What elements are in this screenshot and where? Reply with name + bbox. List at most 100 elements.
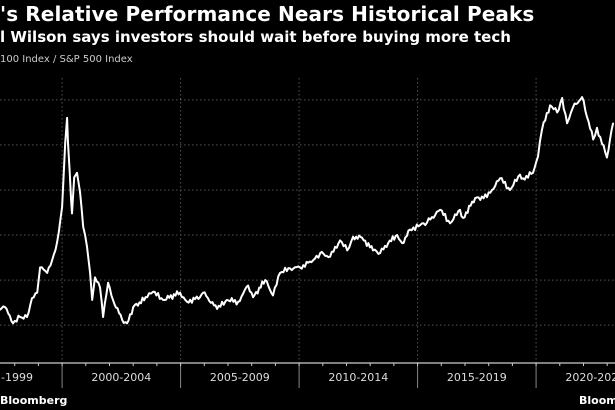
data-point xyxy=(89,272,91,274)
data-point xyxy=(61,206,63,208)
data-point xyxy=(76,172,78,174)
chart-subtitle: l Wilson says investors should wait befo… xyxy=(0,28,511,46)
data-point xyxy=(549,104,551,107)
data-point xyxy=(532,172,534,174)
data-point xyxy=(46,272,48,274)
data-point xyxy=(39,266,41,269)
data-point xyxy=(70,199,72,201)
data-point xyxy=(12,322,14,325)
data-point xyxy=(82,226,84,228)
data-point xyxy=(519,173,521,176)
data-point xyxy=(0,309,1,311)
data-point xyxy=(279,272,281,274)
x-category-labels: -1999 2000-2004 2005-2009 2010-2014 2015-201… xyxy=(1,371,615,384)
data-point xyxy=(606,156,608,159)
data-point xyxy=(67,142,69,144)
data-point xyxy=(499,177,501,180)
data-point xyxy=(94,276,96,279)
data-point xyxy=(401,242,403,244)
x-category-label: 2010-2014 xyxy=(328,371,388,384)
data-point xyxy=(379,252,381,254)
data-point xyxy=(319,252,321,254)
x-category-label: 2020-2024 xyxy=(565,371,615,384)
data-point xyxy=(247,284,249,287)
data-point xyxy=(396,234,399,236)
data-point xyxy=(346,249,348,252)
data-point xyxy=(462,217,464,219)
data-point xyxy=(289,267,291,270)
data-point xyxy=(79,191,81,194)
data-point xyxy=(486,196,488,198)
unit-label: 100 Index / S&P 500 Index xyxy=(0,54,133,65)
data-point xyxy=(387,242,389,244)
source-credit: Bloomberg xyxy=(0,394,68,407)
data-point xyxy=(107,281,109,284)
data-point xyxy=(566,122,568,125)
x-axis xyxy=(0,362,615,366)
data-point xyxy=(409,228,411,231)
gridlines xyxy=(0,99,615,326)
data-point xyxy=(372,249,374,252)
data-point xyxy=(86,245,88,248)
data-point xyxy=(199,296,201,299)
data-point xyxy=(31,297,33,299)
data-point xyxy=(26,316,28,318)
data-point xyxy=(99,286,101,289)
data-point xyxy=(537,155,539,158)
data-point xyxy=(71,212,73,215)
chart-title: 's Relative Performance Nears Historical… xyxy=(0,2,535,26)
bloomberg-logo-text: Bloom xyxy=(579,394,615,407)
x-category-label: 2000-2004 xyxy=(91,371,151,384)
data-point xyxy=(312,259,314,262)
data-point xyxy=(264,279,266,281)
data-point xyxy=(592,138,594,141)
data-point xyxy=(226,299,228,301)
x-category-label: -1999 xyxy=(1,371,33,384)
data-point xyxy=(19,316,21,318)
data-point xyxy=(352,236,354,238)
data-point xyxy=(102,316,104,318)
data-point xyxy=(179,291,181,294)
x-category-label: 2015-2019 xyxy=(447,371,507,384)
data-point xyxy=(439,208,441,211)
data-point xyxy=(237,300,239,303)
data-point xyxy=(66,117,68,119)
data-point xyxy=(609,138,611,141)
data-point xyxy=(361,236,363,239)
data-point xyxy=(56,241,58,244)
data-point xyxy=(216,308,218,310)
data-point xyxy=(162,299,164,301)
data-point xyxy=(572,106,574,108)
data-point xyxy=(64,142,66,144)
data-point xyxy=(91,299,93,301)
data-point xyxy=(612,122,614,125)
x-dividers xyxy=(61,78,537,388)
data-point xyxy=(449,222,451,225)
data-point xyxy=(561,97,563,99)
data-point xyxy=(596,126,598,129)
x-category-label: 2005-2009 xyxy=(210,371,270,384)
data-point xyxy=(329,255,331,258)
data-point xyxy=(419,224,421,226)
data-point xyxy=(186,300,188,303)
data-point xyxy=(146,296,148,299)
data-point xyxy=(299,266,301,269)
data-point xyxy=(112,299,114,301)
data-point xyxy=(121,318,123,321)
data-point xyxy=(459,208,461,211)
data-point xyxy=(272,294,274,297)
data-point xyxy=(426,221,428,224)
data-point xyxy=(474,197,476,199)
series-layer xyxy=(0,96,615,325)
data-point xyxy=(541,128,543,131)
data-point xyxy=(252,296,254,299)
data-point xyxy=(152,291,154,293)
data-point xyxy=(126,322,128,325)
data-point xyxy=(73,176,75,179)
data-point xyxy=(586,116,588,118)
data-point xyxy=(202,291,204,294)
series-line xyxy=(0,96,615,325)
data-point xyxy=(509,189,511,191)
data-point xyxy=(51,259,53,262)
